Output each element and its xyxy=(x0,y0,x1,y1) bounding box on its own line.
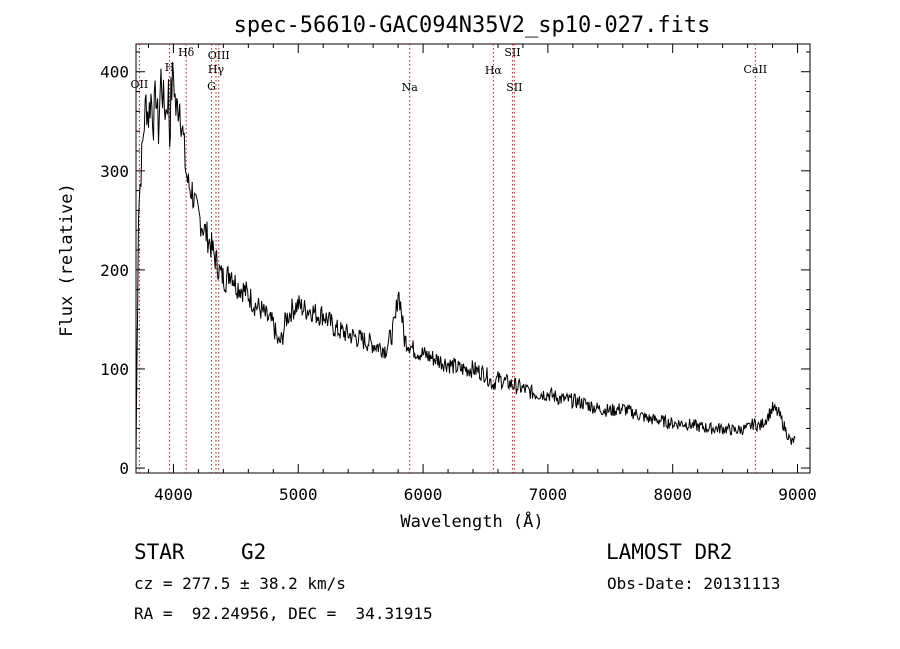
chart-title: spec-56610-GAC094N35V2_sp10-027.fits xyxy=(234,13,711,38)
observation-date: Obs-Date: 20131113 xyxy=(607,574,781,593)
object-class: STAR xyxy=(134,540,185,564)
x-axis: 4000 5000 6000 7000 8000 9000 xyxy=(147,44,817,504)
x-tick-label: 5000 xyxy=(279,485,318,504)
y-tick-label: 300 xyxy=(100,162,129,181)
line-marker-label: SII xyxy=(506,81,522,94)
x-axis-label: Wavelength (Å) xyxy=(400,510,543,532)
x-tick-label: 7000 xyxy=(529,485,568,504)
survey-name: LAMOST DR2 xyxy=(606,540,733,564)
y-tick-label: 200 xyxy=(100,261,129,280)
y-tick-label: 0 xyxy=(119,459,129,478)
plot-frame xyxy=(135,43,811,474)
x-tick-label: 6000 xyxy=(404,485,443,504)
line-marker-label: CaII xyxy=(743,63,767,76)
line-marker-label: G xyxy=(207,80,216,93)
line-marker-label: OII xyxy=(131,78,149,91)
line-marker-label: H xyxy=(165,61,175,74)
line-marker-label: Hα xyxy=(485,64,503,77)
x-tick-label: 8000 xyxy=(653,485,692,504)
y-tick-label: 400 xyxy=(100,63,129,82)
line-marker-label: Hγ xyxy=(208,63,225,76)
line-marker-label: OIII xyxy=(208,49,230,62)
object-subclass: G2 xyxy=(241,540,267,564)
line-marker-label: Hδ xyxy=(178,46,195,59)
y-axis-label: Flux (relative) xyxy=(57,183,77,337)
redshift-velocity: cz = 277.5 ± 38.2 km/s xyxy=(134,574,346,593)
y-tick-label: 100 xyxy=(100,360,129,379)
line-marker-label: SII xyxy=(504,46,520,59)
ra-dec-coordinates: RA = 92.24956, DEC = 34.31915 xyxy=(134,604,433,623)
x-tick-label: 4000 xyxy=(154,485,193,504)
x-tick-label: 9000 xyxy=(778,485,817,504)
y-axis: 0 100 200 300 400 xyxy=(100,51,810,478)
line-marker-label: Na xyxy=(402,81,419,94)
line-markers xyxy=(138,44,756,473)
spectrum-line xyxy=(135,61,796,459)
